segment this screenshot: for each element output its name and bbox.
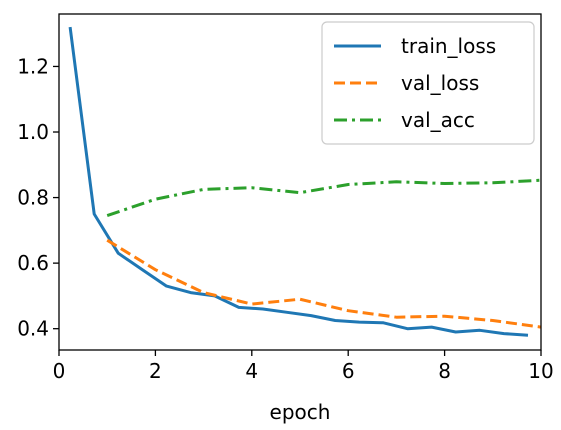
axes-frame [58,13,542,351]
legend-label-val-acc: val_acc [401,108,475,132]
y-tick-label: 0.6 [17,251,49,275]
legend-box [321,21,535,145]
y-axis-ticks: 0.4 0.6 0.8 1.0 1.2 [17,54,59,341]
x-tick-label: 0 [53,359,66,383]
x-axis-ticks: 0 2 4 6 8 10 [53,350,554,383]
y-tick-label: 1.0 [17,120,49,144]
legend-label-train-loss: train_loss [401,34,496,58]
series-line-val-loss [106,238,542,329]
x-tick-label: 6 [342,359,355,383]
y-tick-label: 0.8 [17,186,49,210]
x-tick-label: 8 [438,359,451,383]
legend-label-val-loss: val_loss [401,71,479,95]
series-line-val-acc [106,178,542,218]
x-axis-label: epoch [270,400,331,424]
y-tick-label: 0.4 [17,317,49,341]
x-tick-label: 4 [245,359,258,383]
series-line-train-loss [68,26,529,337]
plot-lines [68,26,542,337]
x-tick-label: 2 [149,359,162,383]
y-tick-label: 1.2 [17,54,49,78]
x-tick-label: 10 [528,359,553,383]
legend: train_loss val_loss val_acc [321,21,535,145]
